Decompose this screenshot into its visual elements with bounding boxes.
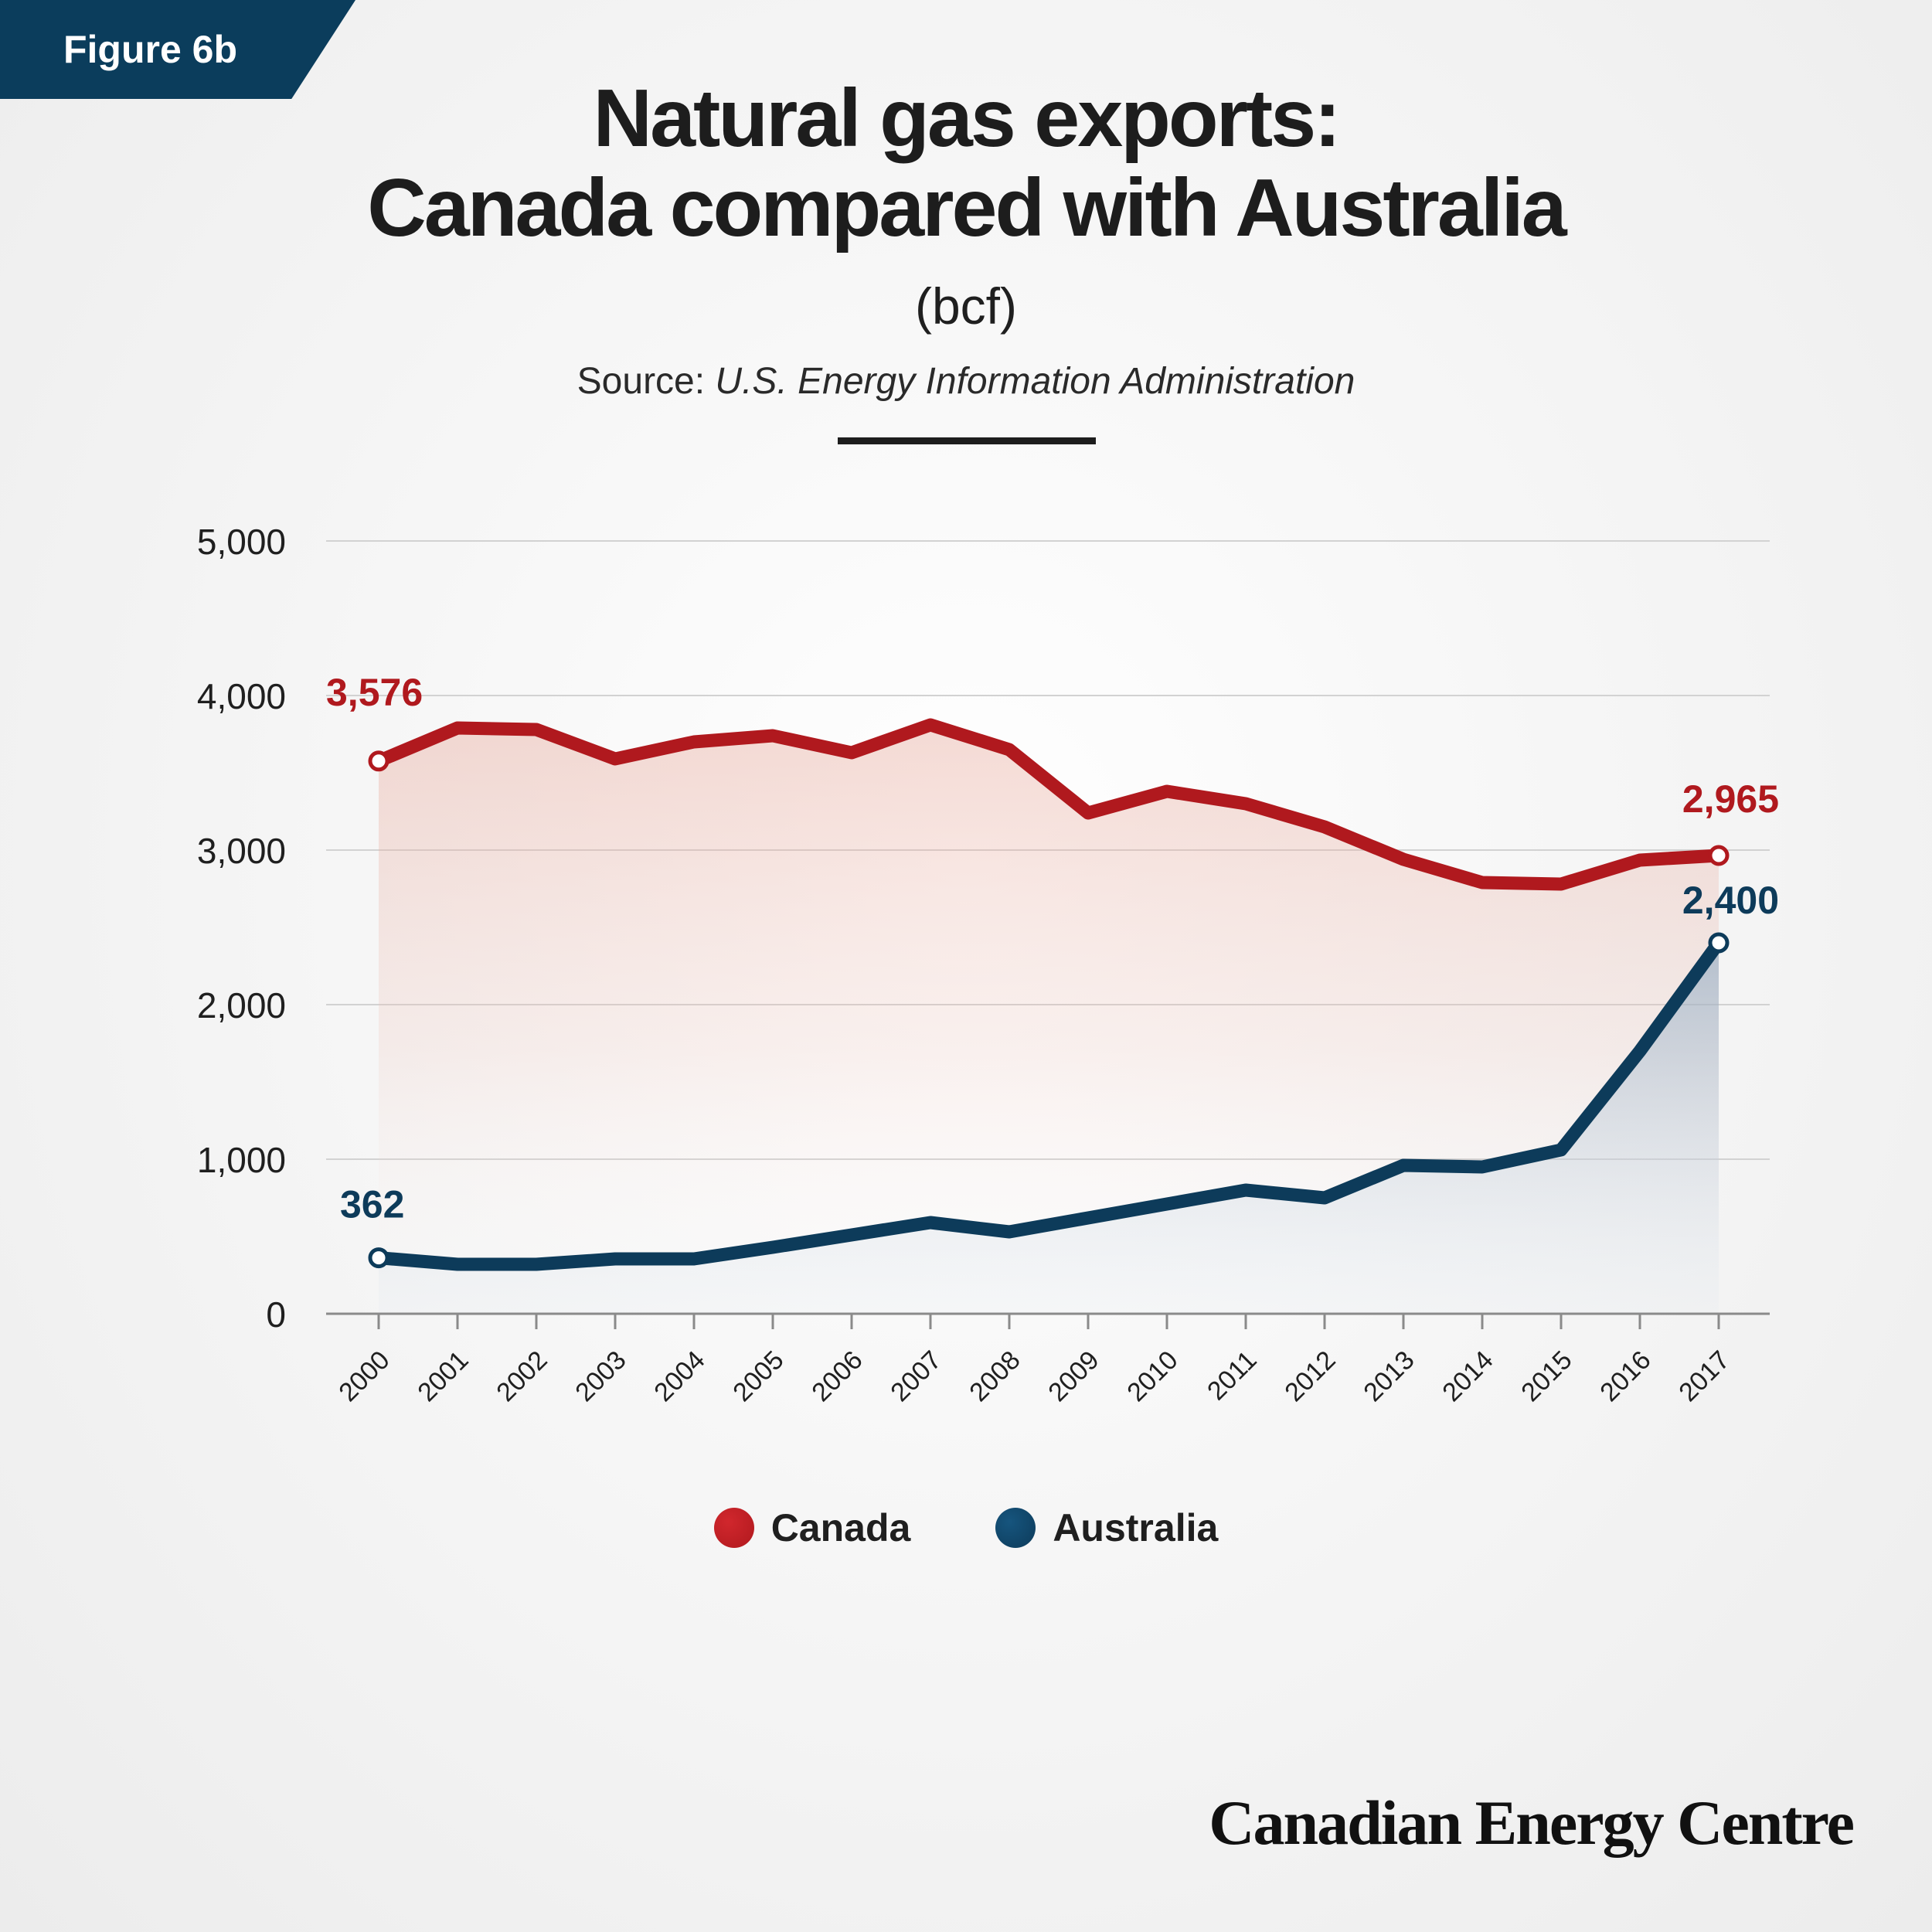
series-line-canada	[372, 718, 1726, 891]
source-name: U.S. Energy Information Administration	[715, 361, 1355, 402]
data-label-end-canada: 2,965	[1682, 777, 1779, 821]
x-tick-label: 2000	[333, 1345, 395, 1407]
legend-swatch-australia	[995, 1508, 1036, 1548]
x-tick-label: 2002	[491, 1345, 553, 1407]
figure-label: Figure 6b	[0, 0, 355, 99]
x-tick-label: 2017	[1673, 1345, 1735, 1407]
y-tick-label: 2,000	[197, 985, 286, 1026]
x-tick-label: 2009	[1043, 1345, 1104, 1407]
data-label-start-australia: 362	[340, 1183, 404, 1226]
end-marker-australia	[1708, 932, 1730, 954]
legend-label-australia: Australia	[1053, 1506, 1219, 1549]
data-label-end-australia: 2,400	[1682, 879, 1779, 922]
y-tick-label: 4,000	[197, 676, 286, 716]
x-tick-label: 2003	[570, 1345, 631, 1407]
y-tick-label: 5,000	[197, 522, 286, 562]
x-tick-label: 2012	[1279, 1345, 1341, 1407]
x-tick-label: 2006	[806, 1345, 868, 1407]
legend-item-canada: Canada	[713, 1505, 911, 1550]
x-tick-label: 2010	[1121, 1345, 1183, 1407]
chart-title-line-2: Canada compared with Australia	[367, 162, 1566, 253]
series-lines	[368, 718, 1730, 1271]
x-tick-label: 2004	[648, 1345, 710, 1407]
title-divider	[838, 437, 1096, 444]
data-labels: 3,576 2,965 362 2,400	[326, 671, 1779, 1226]
legend-swatch-canada	[713, 1508, 754, 1548]
series-line-australia	[372, 936, 1726, 1271]
end-marker-canada	[1708, 845, 1730, 866]
x-tick-label: 2011	[1202, 1345, 1263, 1406]
x-tick-label: 2013	[1358, 1345, 1420, 1407]
y-tick-label: 3,000	[197, 831, 286, 871]
data-label-start-canada: 3,576	[326, 671, 423, 714]
legend-label-canada: Canada	[770, 1506, 911, 1549]
start-marker-australia	[368, 1247, 389, 1269]
chart-unit: (bcf)	[915, 277, 1017, 335]
source-prefix: Source:	[577, 361, 716, 402]
legend-item-australia: Australia	[995, 1505, 1218, 1550]
x-tick-label: 2015	[1515, 1345, 1577, 1407]
source-line: Source: U.S. Energy Information Administ…	[0, 360, 1932, 403]
start-marker-canada	[368, 750, 389, 772]
chart-title-line-1: Natural gas exports:	[593, 73, 1342, 164]
legend: Canada Australia	[0, 1505, 1932, 1550]
x-tick-label: 2005	[727, 1345, 789, 1407]
y-tick-label: 0	[266, 1294, 286, 1335]
x-tick-label: 2001	[412, 1345, 474, 1407]
x-tick-label: 2008	[964, 1345, 1026, 1407]
x-tick-label: 2014	[1437, 1345, 1498, 1407]
brand-logo: Canadian Energy Centre	[1209, 1787, 1855, 1858]
x-tick-label: 2016	[1594, 1345, 1656, 1407]
area-fill-australia	[379, 943, 1719, 1314]
x-tick-label: 2007	[885, 1345, 947, 1407]
y-tick-label: 1,000	[197, 1140, 286, 1180]
